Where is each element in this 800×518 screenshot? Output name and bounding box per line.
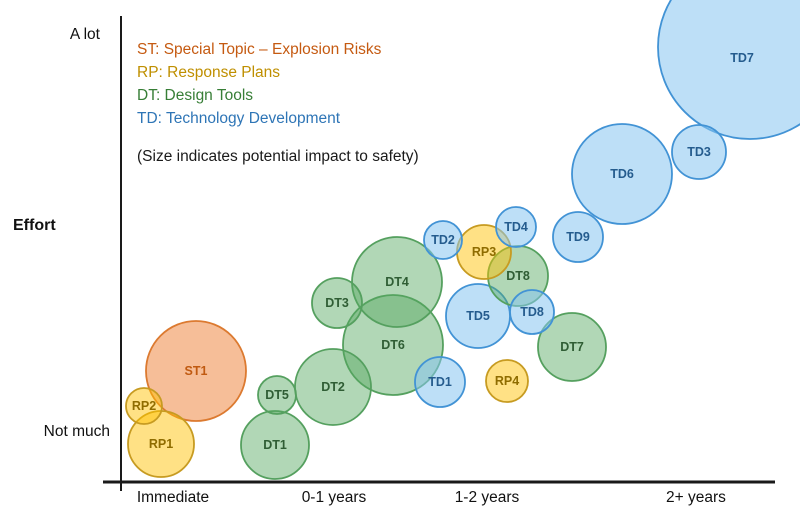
x-axis-label-2: 1-2 years <box>454 489 520 506</box>
bubble-label-rp3: RP3 <box>472 245 496 259</box>
bubble-dt3 <box>311 277 363 329</box>
x-axis-label-3: 2+ years <box>666 489 726 506</box>
bubble-td8 <box>509 289 555 335</box>
bubble-label-dt5: DT5 <box>265 388 289 402</box>
x-axis-label-0: Immediate <box>136 489 210 506</box>
legend-item-td: TD: Technology Development <box>137 110 341 127</box>
bubble-label-rp2: RP2 <box>132 399 156 413</box>
bubble-label-td5: TD5 <box>466 309 490 323</box>
bubble-layer: ST1 RP1 RP2 RP3 RP4 DT1 DT2 DT3 DT4 DT5 DT6 DT7 DT8 T… <box>125 0 800 480</box>
bubble-label-dt8: DT8 <box>506 269 530 283</box>
bubble-td3 <box>671 124 727 180</box>
bubble-dt5 <box>257 375 297 415</box>
bubble-label-dt3: DT3 <box>325 296 349 310</box>
bubble-label-td4: TD4 <box>504 220 528 234</box>
bubble-label-td9: TD9 <box>566 230 590 244</box>
size-note: (Size indicates potential impact to safe… <box>137 148 419 165</box>
legend: ST: Special Topic – Explosion Risks RP: R… <box>137 38 381 130</box>
bubble-rp2 <box>125 387 163 425</box>
bubble-st1 <box>145 320 247 422</box>
x-axis-labels: Immediate 0-1 years 1-2 years 2+ years <box>0 489 800 513</box>
bubble-label-td3: TD3 <box>687 145 711 159</box>
bubble-td7 <box>657 0 800 140</box>
y-axis-label-bottom: Not much <box>43 423 110 440</box>
bubble-label-dt4: DT4 <box>385 275 409 289</box>
bubble-label-dt1: DT1 <box>263 438 287 452</box>
y-axis-label-top: A lot <box>69 26 100 43</box>
bubble-label-td6: TD6 <box>610 167 634 181</box>
bubble-label-td7: TD7 <box>730 51 754 65</box>
bubble-td9 <box>552 211 604 263</box>
bubble-dt7 <box>537 312 607 382</box>
bubble-label-td8: TD8 <box>520 305 544 319</box>
bubble-td4 <box>495 206 537 248</box>
bubble-td6 <box>571 123 673 225</box>
bubble-td2 <box>423 220 463 260</box>
bubble-dt1 <box>240 410 310 480</box>
bubble-label-td1: TD1 <box>428 375 452 389</box>
bubble-label-rp1: RP1 <box>149 437 173 451</box>
bubble-rp4 <box>485 359 529 403</box>
bubble-label-td2: TD2 <box>431 233 455 247</box>
legend-item-st: ST: Special Topic – Explosion Risks <box>137 41 382 58</box>
bubble-label-dt7: DT7 <box>560 340 584 354</box>
x-axis-label-1: 0-1 years <box>301 489 367 506</box>
bubble-label-st1: ST1 <box>185 364 208 378</box>
legend-item-dt: DT: Design Tools <box>137 87 254 104</box>
bubble-label-dt6: DT6 <box>381 338 405 352</box>
bubble-label-dt2: DT2 <box>321 380 345 394</box>
legend-item-rp: RP: Response Plans <box>137 64 281 81</box>
y-axis-title: Effort <box>13 217 56 234</box>
bubble-td1 <box>414 356 466 408</box>
bubble-label-rp4: RP4 <box>495 374 519 388</box>
